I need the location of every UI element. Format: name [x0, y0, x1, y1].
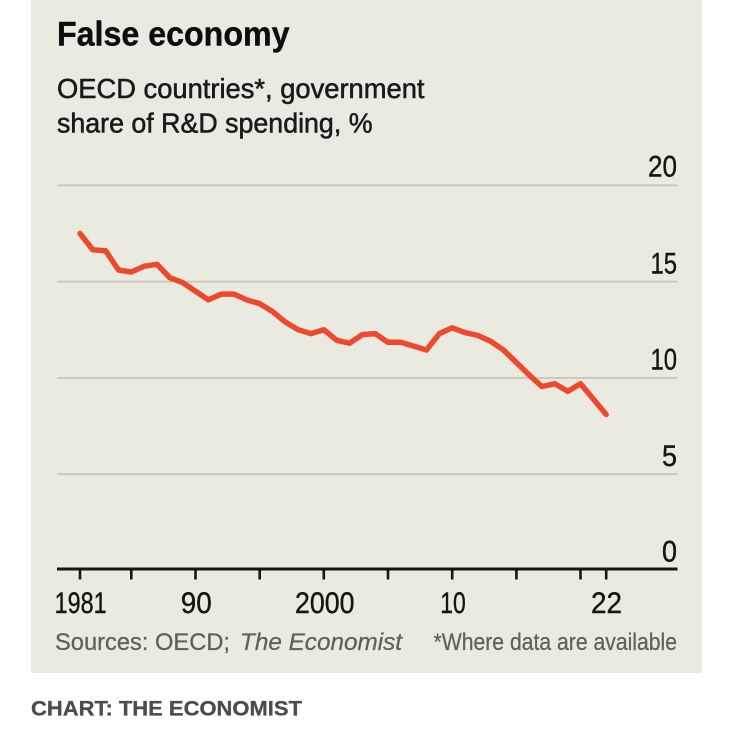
svg-text:20: 20 [648, 151, 677, 184]
svg-text:5: 5 [662, 440, 677, 473]
svg-text:OECD countries*, government: OECD countries*, government [57, 73, 425, 104]
svg-text:90: 90 [181, 587, 212, 620]
svg-text:10: 10 [651, 344, 678, 377]
svg-text:share of R&D spending, %: share of R&D spending, % [57, 107, 373, 138]
svg-text:False economy: False economy [57, 16, 290, 54]
svg-text:15: 15 [651, 247, 678, 280]
svg-text:The Economist: The Economist [240, 630, 403, 656]
svg-text:2000: 2000 [295, 587, 355, 620]
svg-text:*Where data are available: *Where data are available [434, 630, 678, 656]
svg-text:0: 0 [662, 536, 677, 569]
svg-text:CHART: THE ECONOMIST: CHART: THE ECONOMIST [31, 697, 302, 721]
svg-text:22: 22 [591, 587, 622, 620]
svg-text:10: 10 [440, 587, 466, 620]
svg-text:1981: 1981 [55, 587, 107, 620]
svg-text:Sources: OECD;: Sources: OECD; [55, 630, 230, 656]
